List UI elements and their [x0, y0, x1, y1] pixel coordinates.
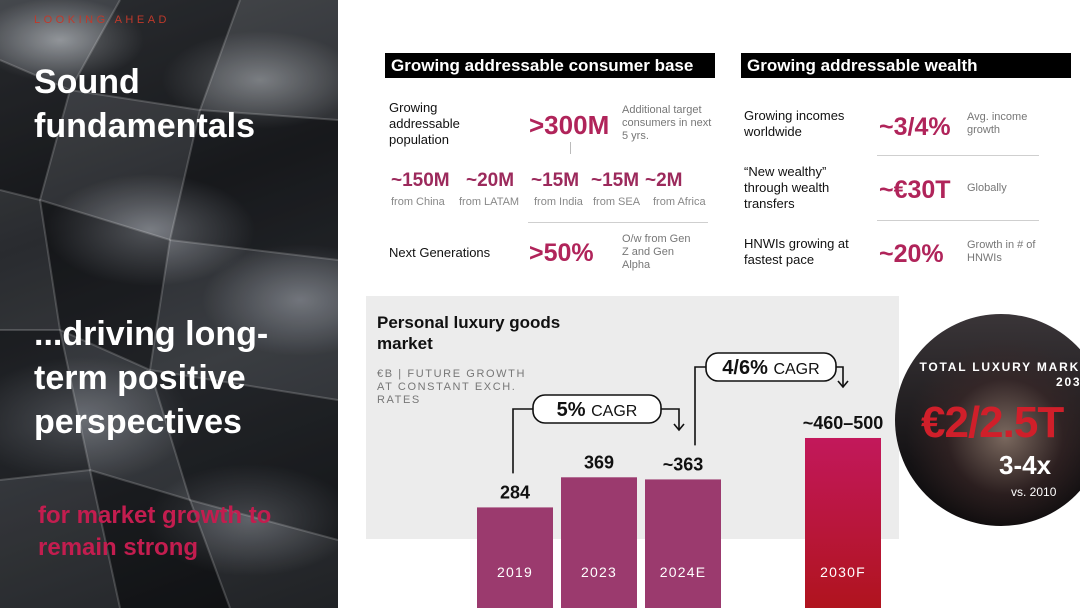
category-label: 2019: [497, 564, 533, 580]
wealth-row-note: Growth in # of HNWIs: [967, 239, 1036, 264]
wealth-header: Growing addressable wealth: [741, 53, 1071, 78]
nextgen-note: O/w from Gen Z and Gen Alpha: [622, 233, 691, 271]
consumer-base-header: Growing addressable consumer base: [385, 53, 715, 78]
wealth-row-value: ~20%: [879, 240, 944, 268]
bar-value-label: ~363: [663, 454, 704, 474]
cagr-arrowhead: [837, 380, 849, 389]
wealth-row-label: HNWIs growing at fastest pace: [744, 236, 849, 267]
region-value-sea: ~15M: [591, 170, 640, 191]
region-value-china: ~150M: [391, 170, 450, 191]
page-subtitle: ...driving long-term positive perspectiv…: [34, 315, 269, 441]
divider: [528, 222, 708, 223]
bar-2019: [477, 507, 553, 608]
page-title: Sound fundamentals: [34, 63, 256, 145]
region-label-india: from India: [534, 196, 583, 208]
region-value-india: ~15M: [531, 170, 580, 191]
total-market-vs: vs. 2010: [1011, 485, 1057, 499]
wealth-row-value: ~3/4%: [879, 113, 951, 141]
section-kicker: LOOKING AHEAD: [34, 14, 170, 26]
category-label: 2030F: [820, 564, 866, 580]
cagr-label: 5% CAGR: [557, 399, 638, 421]
wealth-row-label: “New wealthy” through wealth transfers: [744, 164, 830, 211]
glass-facets-background: [0, 0, 338, 608]
total-market-value: €2/2.5T: [921, 398, 1064, 447]
bar-2024e: [645, 479, 721, 608]
total-market-badge: TOTAL LUXURY MARKET 2030F €2/2.5T 3-4x v…: [895, 314, 1080, 526]
population-value: >300M: [529, 110, 610, 140]
wealth-row-label: Growing incomes worldwide: [744, 108, 845, 139]
bar-value-label: ~460–500: [803, 413, 884, 433]
cagr-box: [705, 352, 837, 382]
region-label-africa: from Africa: [653, 196, 706, 208]
region-value-africa: ~2M: [645, 170, 683, 191]
category-label: 2023: [581, 564, 617, 580]
region-value-latam: ~20M: [466, 170, 515, 191]
population-label: Growing addressable population: [389, 100, 460, 147]
bar-2030f: [805, 437, 881, 608]
hero-image-panel: LOOKING AHEAD Sound fundamentals ...driv…: [0, 0, 338, 608]
bar-2023: [561, 477, 637, 608]
region-label-china: from China: [391, 196, 445, 208]
chart-unit-note: €B | FUTURE GROWTH AT CONSTANT EXCH. RAT…: [377, 368, 526, 406]
cagr-box: [532, 394, 662, 424]
category-label: 2024E: [660, 564, 706, 580]
connector-line: [570, 142, 571, 154]
divider: [877, 155, 1039, 156]
wealth-row-note: Avg. income growth: [967, 111, 1028, 136]
cagr-label: 4/6% CAGR: [722, 357, 819, 379]
cagr-arrowhead: [673, 423, 685, 432]
chart-title: Personal luxury goods market: [377, 313, 561, 353]
bar-value-label: 284: [500, 482, 530, 502]
population-note: Additional target consumers in next 5 yr…: [622, 104, 712, 142]
nextgen-label: Next Generations: [389, 245, 491, 260]
nextgen-value: >50%: [529, 239, 594, 267]
wealth-row-value: ~€30T: [879, 176, 951, 204]
region-label-latam: from LATAM: [459, 196, 520, 208]
divider: [877, 220, 1039, 221]
total-market-multiple: 3-4x: [999, 450, 1052, 480]
bar-value-label: 369: [584, 452, 614, 472]
wealth-row-note: Globally: [967, 182, 1007, 194]
subtitle-note: for market growth to remain strong: [38, 502, 272, 561]
total-market-kicker: TOTAL LUXURY MARKET 2030F: [919, 360, 1080, 389]
region-label-sea: from SEA: [593, 196, 641, 208]
